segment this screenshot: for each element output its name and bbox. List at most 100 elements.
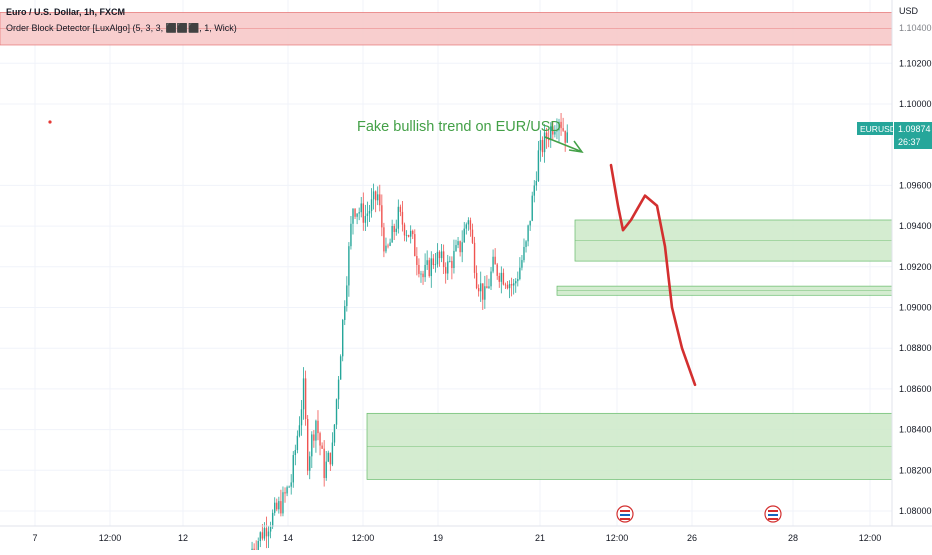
candle-body <box>362 203 364 223</box>
price-label: EURUSD 1.09874 26:37 <box>857 122 932 149</box>
candle-body <box>383 227 385 252</box>
candle-body <box>453 250 455 269</box>
candle-body <box>420 273 422 275</box>
candle-body <box>506 284 509 289</box>
candle-body <box>492 256 494 272</box>
candle-body <box>271 512 274 527</box>
candle-body <box>346 285 348 307</box>
price-tick: 1.09400 <box>899 221 932 231</box>
candle-body <box>401 211 404 225</box>
candle-body <box>407 235 410 237</box>
candle-body <box>350 223 352 247</box>
time-axis[interactable]: 7 12:00 12 14 12:00 19 21 12:00 26 28 12:00 <box>0 525 932 543</box>
candle-body <box>409 230 412 237</box>
candle-body <box>298 425 301 436</box>
marker-dot <box>48 120 52 124</box>
candle-body <box>302 378 305 410</box>
candle-body <box>488 286 490 289</box>
candle-body <box>321 445 323 449</box>
candle-body <box>471 229 474 243</box>
price-tick: 1.09600 <box>899 180 932 190</box>
price-tick: 1.08000 <box>899 506 932 516</box>
candle-body <box>311 434 313 457</box>
candle-body <box>436 251 439 265</box>
price-axis[interactable]: USD 1.10400 1.10200 1.10000 1.09600 1.09400… <box>891 0 932 526</box>
candle-body <box>434 264 437 266</box>
candle-body <box>445 267 447 274</box>
candle-body <box>339 356 342 380</box>
candle-body <box>358 212 360 214</box>
candle-body <box>399 206 402 212</box>
candle-body <box>564 130 566 143</box>
indicator-label[interactable]: Order Block Detector [LuxAlgo] (5, 3, 3,… <box>6 22 237 33</box>
candle-body <box>545 132 548 140</box>
candle-body <box>500 272 503 282</box>
candle-body <box>366 213 369 216</box>
candle-body <box>504 284 507 286</box>
candle-body <box>337 379 340 400</box>
candle-body <box>288 486 290 488</box>
candle-body <box>306 418 309 471</box>
candle-body <box>480 283 482 292</box>
candle-body <box>477 288 480 292</box>
candle-body <box>370 199 373 212</box>
us-event-icon[interactable] <box>616 505 634 523</box>
candle-body <box>344 306 346 320</box>
candle-body <box>372 191 375 200</box>
candle-body <box>426 260 428 265</box>
candle-body <box>465 224 467 229</box>
candle-body <box>552 126 554 135</box>
price-tick: 1.10000 <box>899 99 932 109</box>
candle-body <box>282 492 284 514</box>
candle-body <box>517 279 519 282</box>
candle-body <box>387 245 389 247</box>
candle-body <box>430 258 432 277</box>
candle-body <box>296 435 299 451</box>
candles <box>251 113 568 555</box>
candle-body <box>560 121 562 129</box>
candle-body <box>284 492 286 494</box>
candle-body <box>440 251 443 259</box>
candle-body <box>412 230 414 235</box>
price-tick: 1.08200 <box>899 465 932 475</box>
candle-body <box>290 482 292 487</box>
projection-line <box>609 163 697 387</box>
candle-body <box>342 319 344 357</box>
time-tick: 12 <box>178 533 188 543</box>
candle-body <box>494 256 496 265</box>
order-blocks <box>0 12 893 480</box>
candle-body <box>556 130 558 132</box>
price-tick: 1.08400 <box>899 425 932 435</box>
candle-body <box>541 140 544 153</box>
candle-body <box>267 531 270 537</box>
candle-body <box>416 256 418 265</box>
price-tick: 1.10200 <box>899 58 932 68</box>
candle-body <box>447 261 449 274</box>
candle-body <box>424 264 426 278</box>
candle-body <box>475 272 478 289</box>
us-event-icon[interactable] <box>764 505 782 523</box>
time-tick: 7 <box>32 533 37 543</box>
candle-body <box>428 260 430 277</box>
candle-body <box>525 241 527 247</box>
candle-body <box>393 225 395 232</box>
candle-body <box>315 420 317 441</box>
candle-body <box>438 251 441 259</box>
candle-body <box>395 228 397 232</box>
candle-body <box>515 281 517 284</box>
candle-body <box>309 456 311 471</box>
candle-body <box>562 128 564 131</box>
candle-body <box>529 220 531 226</box>
candle-body <box>484 286 486 300</box>
candle-body <box>333 424 336 443</box>
candle-body <box>257 540 259 552</box>
candle-body <box>391 225 393 243</box>
candle-body <box>317 420 319 434</box>
candle-body <box>449 260 451 262</box>
candle-body <box>278 501 280 510</box>
annotation-text: Fake bullish trend on EUR/USD <box>357 119 561 135</box>
candle-body <box>469 220 472 230</box>
time-tick: 12:00 <box>606 533 629 543</box>
